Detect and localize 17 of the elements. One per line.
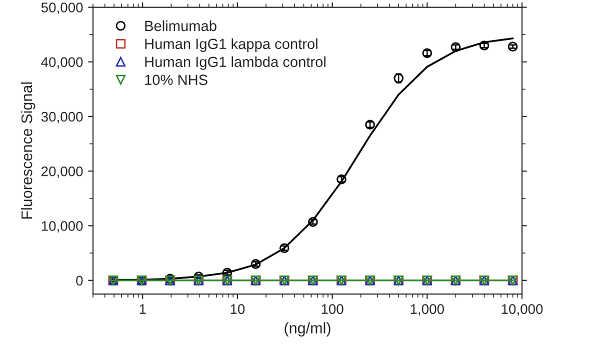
y-tick-label: 20,000 [42, 166, 83, 178]
x-tick-label: 1,000 [410, 304, 444, 316]
x-tick-label: 1 [140, 304, 146, 314]
y-tick-label: 30,000 [41, 112, 83, 124]
legend-label: Human IgG1 kappa control [145, 38, 318, 52]
x-tick-label: 100 [322, 304, 344, 314]
y-axis-title: Fluorescence Signal [21, 82, 36, 219]
y-tick-label: 0 [76, 276, 83, 286]
x-tick-label: 10 [230, 304, 245, 314]
x-tick-label: 10,000 [502, 304, 543, 316]
legend-label: Human IgG1 lambda control [145, 56, 326, 70]
legend-label: Belimumab [145, 20, 216, 32]
y-tick-label: 10,000 [42, 221, 83, 233]
x-axis-title: (ng/ml) [284, 322, 330, 336]
y-tick-label: 40,000 [41, 57, 83, 69]
legend-label: 10% NHS [145, 74, 208, 86]
y-tick-label: 50,000 [41, 2, 83, 14]
